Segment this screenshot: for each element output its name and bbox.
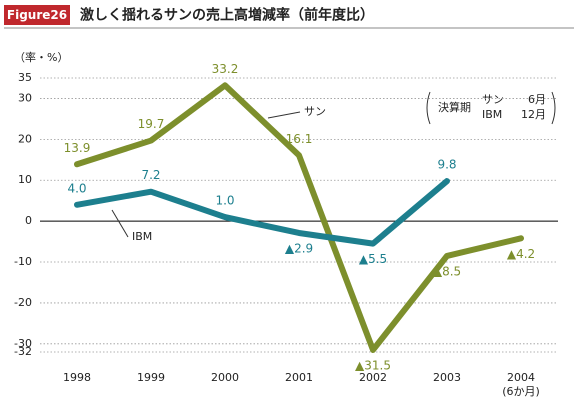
- x-tick-label: 1999: [137, 371, 165, 384]
- value-label: 16.1: [286, 132, 313, 146]
- y-tick-label: -32: [14, 345, 32, 358]
- plot: 35 30 20 10 0 -10 -20 -30-32 1998 1999 2000 2001 200…: [14, 62, 558, 398]
- value-label: ▲8.5: [433, 264, 461, 278]
- value-label: 1.0: [215, 194, 234, 208]
- value-label: 19.7: [138, 117, 165, 131]
- bracket: [426, 91, 431, 125]
- value-label: 33.2: [212, 62, 239, 76]
- value-label: ▲5.5: [359, 252, 387, 266]
- series-label: IBM: [132, 230, 152, 243]
- series-line: [74, 82, 524, 353]
- legend-period: 12月: [521, 108, 546, 121]
- value-label: ▲2.9: [285, 241, 313, 255]
- leader-line: [111, 209, 129, 238]
- badge: Figure26: [7, 8, 67, 22]
- value-label: 4.0: [67, 181, 86, 195]
- chart-title: 激しく揺れるサンの売上高増減率（前年度比）: [80, 7, 374, 24]
- value-label: 9.8: [437, 158, 456, 172]
- x-tick-label: 2004 (6か月): [502, 371, 540, 398]
- y-tick-label: -30: [14, 337, 32, 350]
- series-line: [74, 178, 450, 247]
- y-tick-label: -10: [14, 255, 32, 268]
- legend-period: 6月: [528, 93, 546, 106]
- x-tick-label: 2001: [285, 371, 313, 384]
- x-tick-label: 2002: [359, 371, 387, 384]
- y-tick-label: 10: [18, 173, 32, 186]
- y-tick-label: 30: [18, 91, 32, 104]
- value-label: ▲4.2: [507, 247, 535, 261]
- series-label: サン: [304, 105, 326, 118]
- x-tick-label: 2000: [211, 371, 239, 384]
- badge-box: [4, 5, 70, 25]
- y-tick-label: 20: [18, 132, 32, 145]
- y-tick-label: -20: [14, 296, 32, 309]
- value-label: ▲31.5: [355, 358, 391, 372]
- x-tick-label: 2003: [433, 371, 461, 384]
- value-label: 7.2: [141, 168, 160, 182]
- value-label: 13.9: [64, 141, 91, 155]
- legend-heading: 決算期: [438, 100, 471, 114]
- bracket: [551, 91, 556, 125]
- y-tick-label: 35: [18, 71, 32, 84]
- legend-name: IBM: [482, 108, 502, 121]
- leader-line: [267, 111, 301, 119]
- legend-name: サン: [482, 93, 504, 106]
- y-tick-label: 0: [25, 214, 32, 227]
- y-axis-label: （率・%）: [14, 50, 68, 64]
- x-tick-label: 1998: [63, 371, 91, 384]
